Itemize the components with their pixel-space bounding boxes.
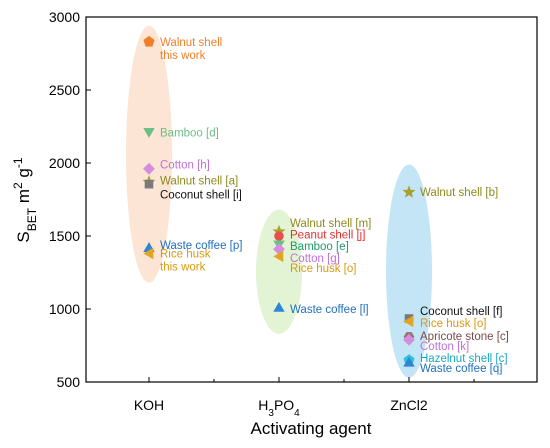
group-ellipse-1 (256, 209, 302, 334)
x-tick-label-1: H3PO4 (258, 397, 300, 419)
point-label-10-line-0: Cotton [g] (290, 253, 340, 265)
point-label-3: Walnut shell [a] (160, 176, 238, 188)
point-label-13: Walnut shell [b] (420, 187, 498, 199)
marker-2 (143, 162, 155, 175)
point-label-11-line-0: Rice husk [o] (290, 263, 356, 275)
point-label-2: Cotton [h] (160, 159, 210, 171)
marker-0 (143, 35, 155, 47)
y-tick-label-3: 2000 (49, 155, 80, 171)
plot-frame (85, 16, 538, 383)
y-tick-label-2: 1500 (49, 228, 80, 244)
point-label-4-line-0: Coconut shell [i] (160, 189, 242, 201)
marker-8 (274, 231, 284, 241)
group-ellipse-2 (386, 164, 432, 378)
marker-1 (143, 128, 155, 138)
x-tick-label-1-part-1: 3 (268, 408, 274, 419)
point-label-12-line-0: Waste coffee [l] (290, 304, 369, 316)
y-axis-title-sup1: 2 (11, 182, 25, 189)
point-label-5-line-0: Waste coffee [p] (160, 240, 242, 252)
x-tick-label-0: KOH (134, 397, 164, 413)
point-label-7-line-0: Walnut shell [m] (290, 218, 371, 230)
x-tick-label-1-part-0: H (258, 397, 268, 413)
y-axis-title-main: S (14, 231, 33, 242)
point-label-14-line-0: Coconut shell [f] (420, 306, 502, 318)
y-axis-title-rest2: g (14, 168, 33, 182)
point-label-6-line-1: this work (160, 262, 206, 274)
point-label-6: Rice husk this work (160, 249, 211, 274)
point-label-4: Coconut shell [i] (160, 189, 242, 201)
point-label-17: Cotton [k] (420, 341, 469, 353)
point-label-9: Bamboo [e] (290, 241, 349, 253)
x-tick-label-1-part-2: PO (274, 397, 294, 413)
point-label-11: Rice husk [o] (290, 263, 356, 275)
ellipse-layer (126, 25, 432, 378)
group-ellipse-0 (126, 25, 172, 283)
point-label-7: Walnut shell [m] (290, 218, 371, 230)
point-label-13-line-0: Walnut shell [b] (420, 187, 498, 199)
point-label-0: Walnut shell this work (160, 37, 222, 62)
point-label-19: Waste coffee [q] (420, 363, 502, 375)
point-label-15: Rice husk [o] (420, 318, 486, 330)
x-tick-label-0-part-0: KOH (134, 397, 164, 413)
point-label-5: Waste coffee [p] (160, 240, 242, 252)
point-label-12: Waste coffee [l] (290, 304, 369, 316)
point-label-16-line-0: Apricote stone [c] (420, 331, 509, 343)
x-axis-title: Activating agent (251, 419, 372, 438)
point-label-17-line-0: Cotton [k] (420, 341, 469, 353)
marker-6 (143, 247, 154, 260)
y-axis-title: SBET m2 g-1 (11, 157, 39, 242)
point-label-16: Apricote stone [c] (420, 331, 509, 343)
x-tick-label-1-part-3: 4 (294, 408, 300, 419)
point-label-6-line-0: Rice husk (160, 249, 211, 261)
marker-12 (273, 301, 285, 312)
x-tick-label-2: ZnCl2 (390, 397, 428, 413)
point-label-8: Peanut shell [j] (290, 230, 365, 242)
marker-17 (403, 333, 415, 346)
y-tick-label-1: 1000 (49, 301, 80, 317)
point-label-1-line-0: Bamboo [d] (160, 127, 219, 139)
point-label-15-line-0: Rice husk [o] (420, 318, 486, 330)
point-label-2-line-0: Cotton [h] (160, 159, 210, 171)
marker-15 (403, 315, 414, 328)
axes: 500 1000 1500 2000 2500 3000 KOH H3PO4 ZnCl2 (49, 9, 475, 419)
x-tick-label-2-part-0: ZnCl2 (390, 397, 428, 413)
y-tick-label-4: 2500 (49, 82, 80, 98)
point-label-3-line-0: Walnut shell [a] (160, 176, 238, 188)
point-label-19-line-0: Waste coffee [q] (420, 363, 502, 375)
point-label-18: Hazelnut shell [c] (420, 353, 508, 365)
marker-19 (403, 356, 415, 367)
y-tick-label-5: 3000 (49, 9, 80, 25)
point-label-0-line-1: this work (160, 50, 206, 62)
marker-4 (144, 179, 154, 189)
point-label-9-line-0: Bamboo [e] (290, 241, 349, 253)
y-tick-label-0: 500 (57, 374, 81, 390)
y-axis-title-sup2: -1 (11, 157, 25, 168)
point-label-18-line-0: Hazelnut shell [c] (420, 353, 508, 365)
point-label-1: Bamboo [d] (160, 127, 219, 139)
y-axis-title-rest: m (14, 189, 33, 208)
point-label-8-line-0: Peanut shell [j] (290, 230, 365, 242)
point-label-10: Cotton [g] (290, 253, 340, 265)
y-axis-title-sub: BET (25, 207, 39, 231)
marker-13 (402, 185, 416, 198)
point-label-0-line-0: Walnut shell (160, 37, 222, 49)
point-label-14: Coconut shell [f] (420, 306, 502, 318)
marker-11 (273, 250, 284, 263)
points-layer (142, 35, 416, 367)
